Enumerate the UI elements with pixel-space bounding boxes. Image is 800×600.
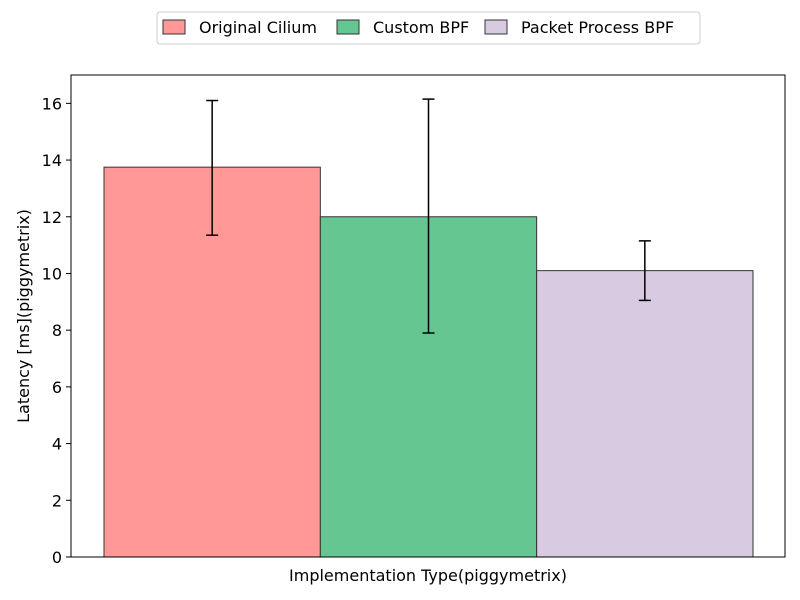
legend-frame [156,11,701,45]
error-bar [638,240,651,302]
y-tick-label: 10 [42,264,62,283]
legend: Original Cilium Custom BPF Packet Process … [156,11,701,45]
plot-frame [70,74,786,558]
y-tick-label: 16 [42,94,62,113]
legend-entry: Custom BPF [336,18,469,37]
y-tick-label: 12 [42,208,62,227]
legend-label: Custom BPF [373,18,469,37]
legend-entry: Original Cilium [162,18,317,37]
bar-packet-process-bpf [536,270,754,558]
legend-swatch [162,19,186,35]
y-tick-label: 0 [52,548,62,567]
y-tick-label: 14 [42,151,62,170]
error-bars [206,98,651,334]
legend-swatch [484,19,508,35]
legend-label: Original Cilium [199,18,317,37]
y-tick-label: 4 [52,435,62,454]
y-axis-label: Latency [ms](piggymetrix) [14,209,33,423]
error-bar [422,98,435,334]
legend-swatch [336,19,360,35]
y-tick-label: 2 [52,491,62,510]
y-tick-label: 8 [52,321,62,340]
y-axis: 0 2 4 6 8 10 12 14 16 [42,94,71,567]
x-axis-label: Implementation Type(piggymetrix) [289,566,567,585]
error-bar [206,99,219,236]
legend-entry: Packet Process BPF [484,18,674,37]
legend-label: Packet Process BPF [521,18,674,37]
y-tick-label: 6 [52,378,62,397]
